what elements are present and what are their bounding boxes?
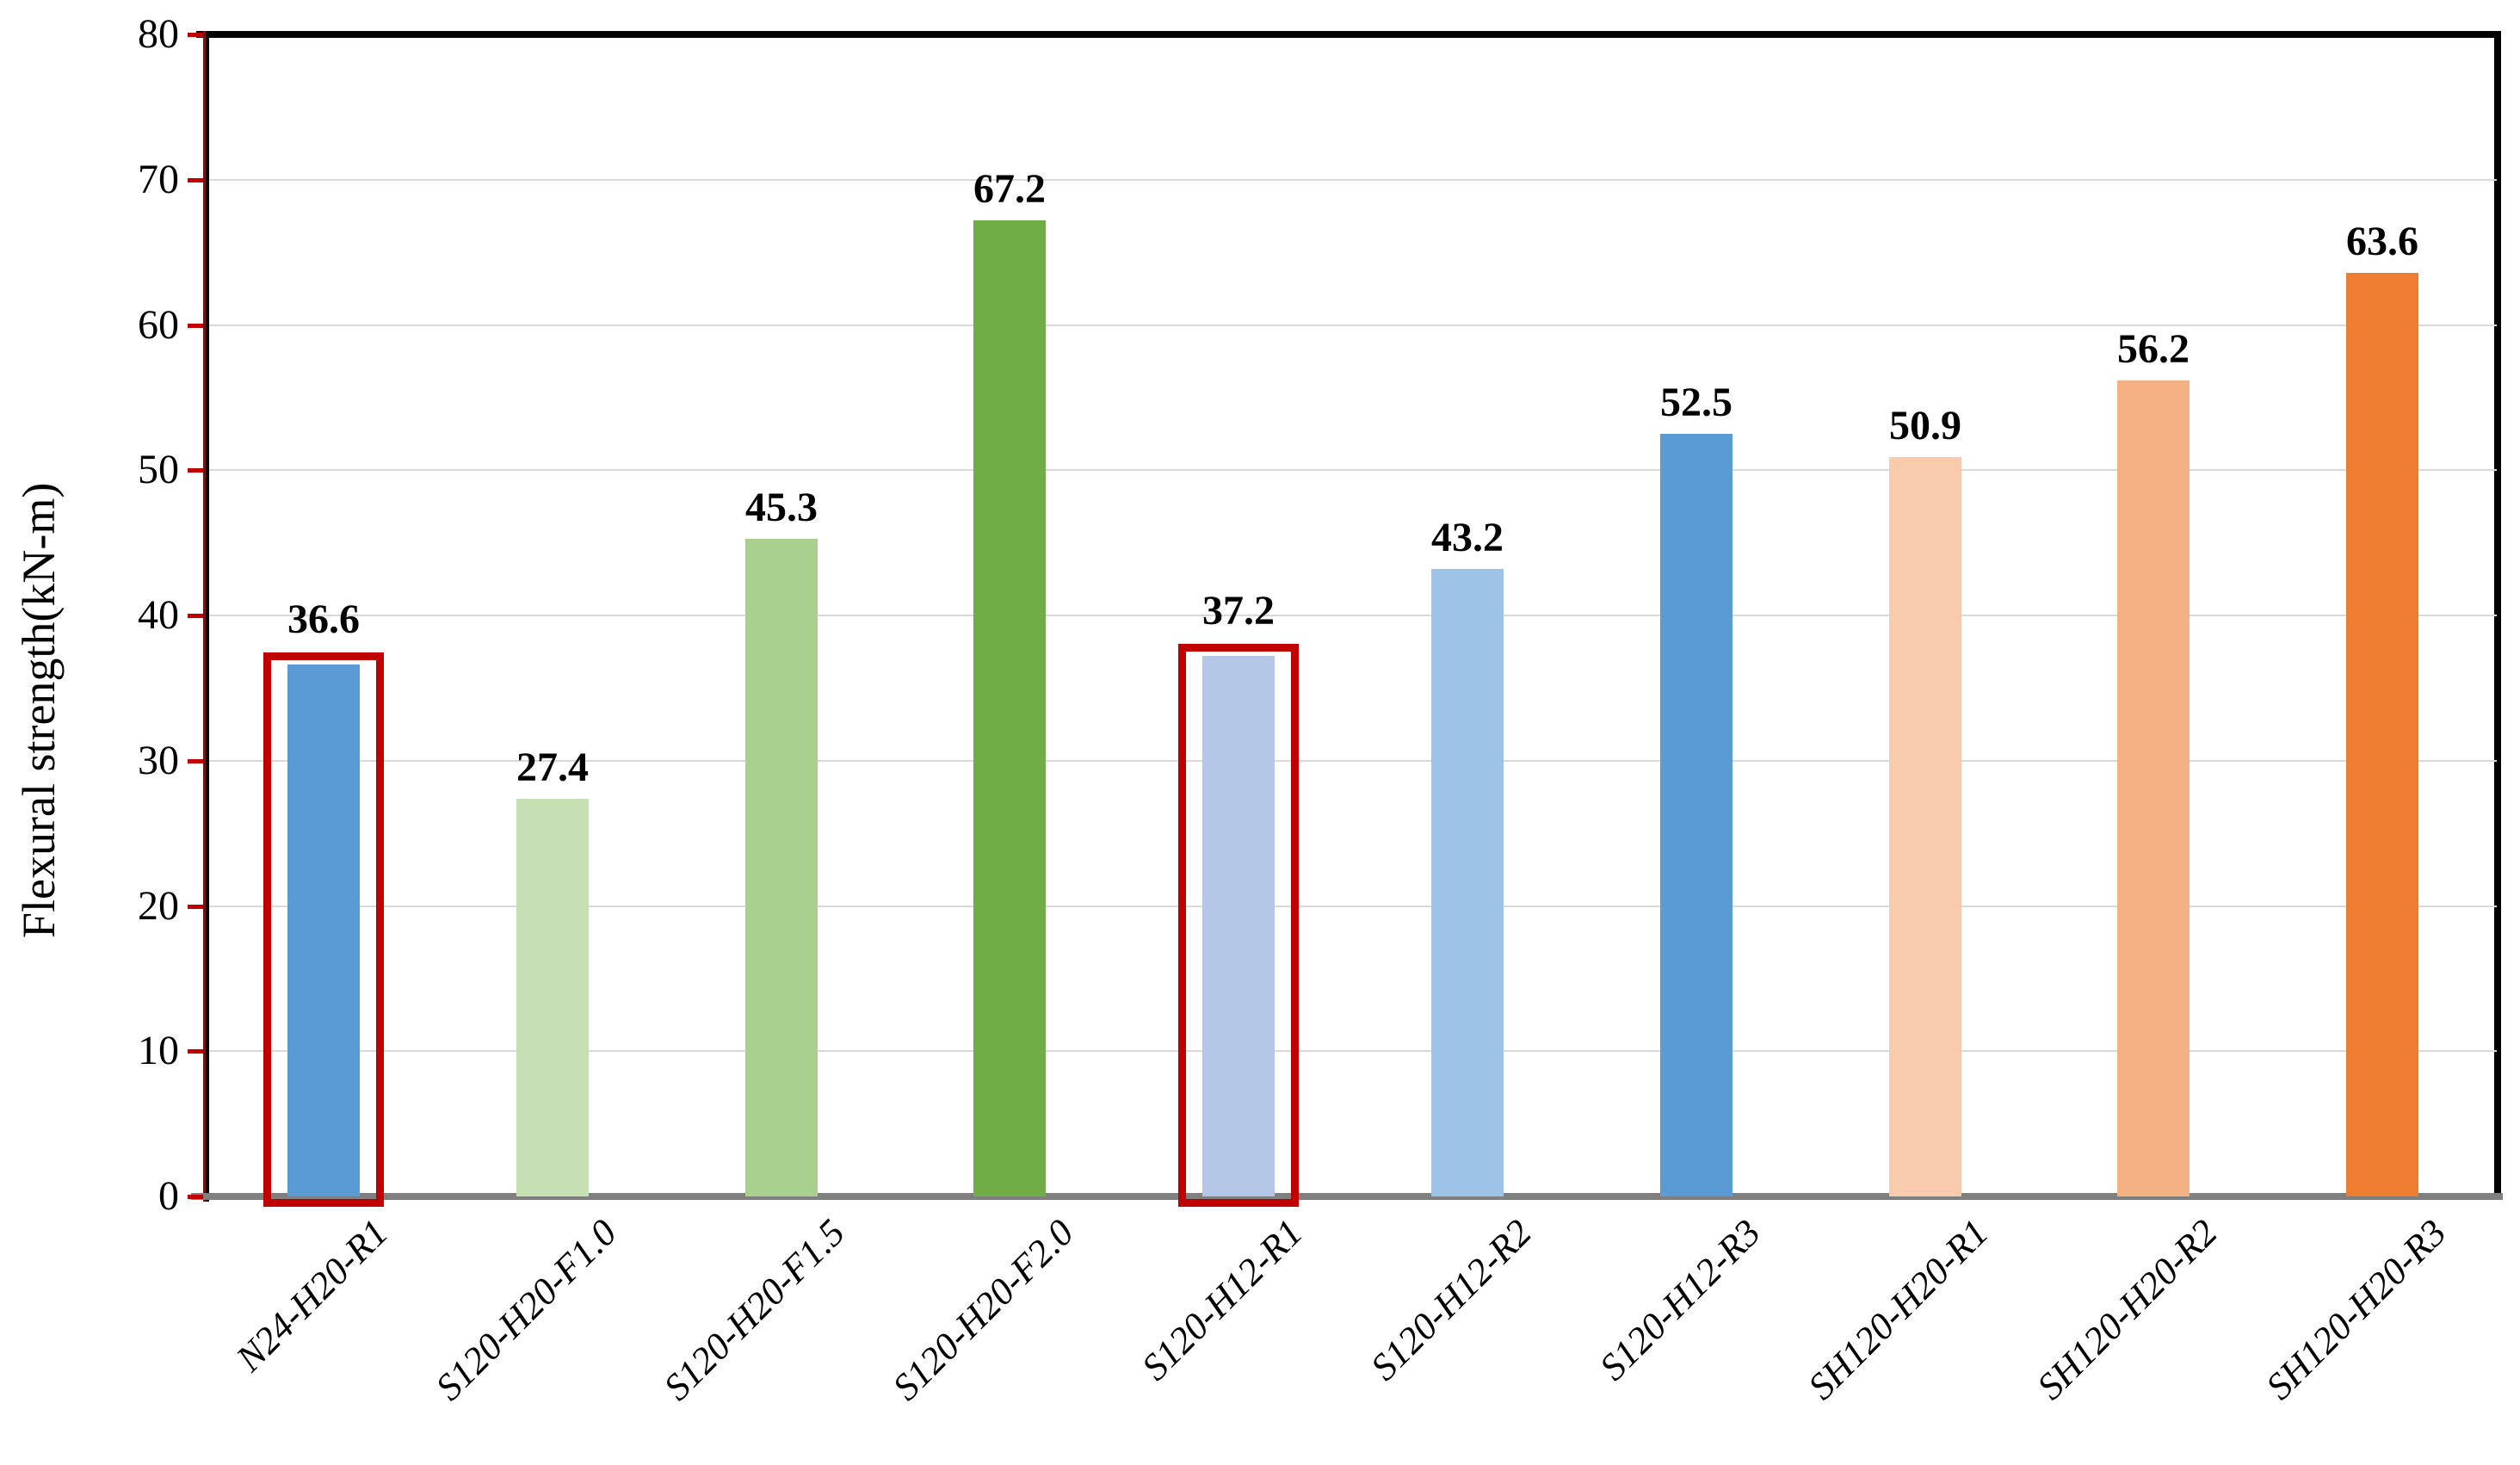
bar-S120-H20-F1.0 [516,799,589,1196]
value-label-SH120-H20-R3: 63.6 [2346,219,2418,264]
plot-border-right [2494,31,2501,1200]
gridline-30 [209,760,2497,762]
value-label-S120-H12-R1: 37.2 [1202,588,1275,634]
value-label-S120-H20-F1.0: 27.4 [516,745,589,790]
category-label-S120-H20-F2.0: S120-H20-F2.0 [884,1211,1082,1409]
value-label-S120-H12-R3: 52.5 [1660,380,1732,425]
x-axis-line [191,1193,2503,1200]
y-tick-label-80: 80 [138,11,179,57]
y-axis-tick-20 [188,905,203,909]
highlight-box-S120-H12-R1 [1178,644,1299,1207]
bar-S120-H20-F1.5 [745,539,818,1196]
y-tick-label-50: 50 [138,447,179,492]
category-label-S120-H12-R1: S120-H12-R1 [1133,1211,1311,1389]
y-axis-tick-60 [188,324,203,328]
bar-S120-H12-R3 [1660,434,1732,1196]
y-tick-label-60: 60 [138,302,179,348]
category-label-S120-H20-F1.0: S120-H20-F1.0 [427,1211,625,1409]
value-label-S120-H20-F2.0: 67.2 [973,166,1046,212]
gridline-70 [209,179,2497,181]
category-label-SH120-H20-R2: SH120-H20-R2 [2029,1211,2226,1408]
y-axis-tick-70 [188,178,203,182]
y-axis-title: Flexural strength(kN-m) [13,482,65,938]
y-axis-tick-0 [188,1195,203,1199]
y-axis-tick-30 [188,759,203,763]
y-tick-label-0: 0 [158,1173,179,1219]
y-tick-label-40: 40 [138,592,179,638]
value-label-SH120-H20-R1: 50.9 [1889,403,1961,448]
y-axis-tick-40 [188,614,203,618]
category-label-S120-H12-R2: S120-H12-R2 [1362,1211,1540,1389]
gridline-10 [209,1050,2497,1052]
bar-SH120-H20-R2 [2117,380,2190,1196]
y-tick-label-30: 30 [138,738,179,783]
bar-SH120-H20-R1 [1889,457,1961,1196]
value-label-N24-H20-R1: 36.6 [287,597,360,642]
y-axis-tick-50 [188,468,203,473]
bar-S120-H12-R1 [1202,656,1275,1196]
category-label-SH120-H20-R1: SH120-H20-R1 [1800,1211,1997,1408]
gridline-20 [209,906,2497,907]
value-label-SH120-H20-R2: 56.2 [2117,326,2190,372]
category-label-S120-H20-F1.5: S120-H20-F1.5 [655,1211,853,1409]
category-label-SH120-H20-R3: SH120-H20-R3 [2258,1211,2455,1408]
gridline-50 [209,469,2497,471]
y-tick-label-10: 10 [138,1028,179,1073]
y-axis-line [203,31,209,1202]
bar-SH120-H20-R3 [2346,273,2418,1196]
plot-border-top [196,31,2501,38]
category-label-S120-H12-R3: S120-H12-R3 [1591,1211,1769,1389]
bar-N24-H20-R1 [287,665,360,1196]
y-axis-tick-80 [188,33,203,37]
highlight-box-N24-H20-R1 [263,652,384,1207]
gridline-40 [209,615,2497,616]
y-tick-label-20: 20 [138,883,179,929]
value-label-S120-H12-R2: 43.2 [1431,515,1504,560]
gridline-60 [209,325,2497,326]
bar-S120-H20-F2.0 [973,220,1046,1196]
y-tick-label-70: 70 [138,157,179,202]
value-label-S120-H20-F1.5: 45.3 [745,485,818,530]
y-axis-tick-10 [188,1049,203,1054]
bar-S120-H12-R2 [1431,569,1504,1196]
category-label-N24-H20-R1: N24-H20-R1 [227,1211,396,1380]
